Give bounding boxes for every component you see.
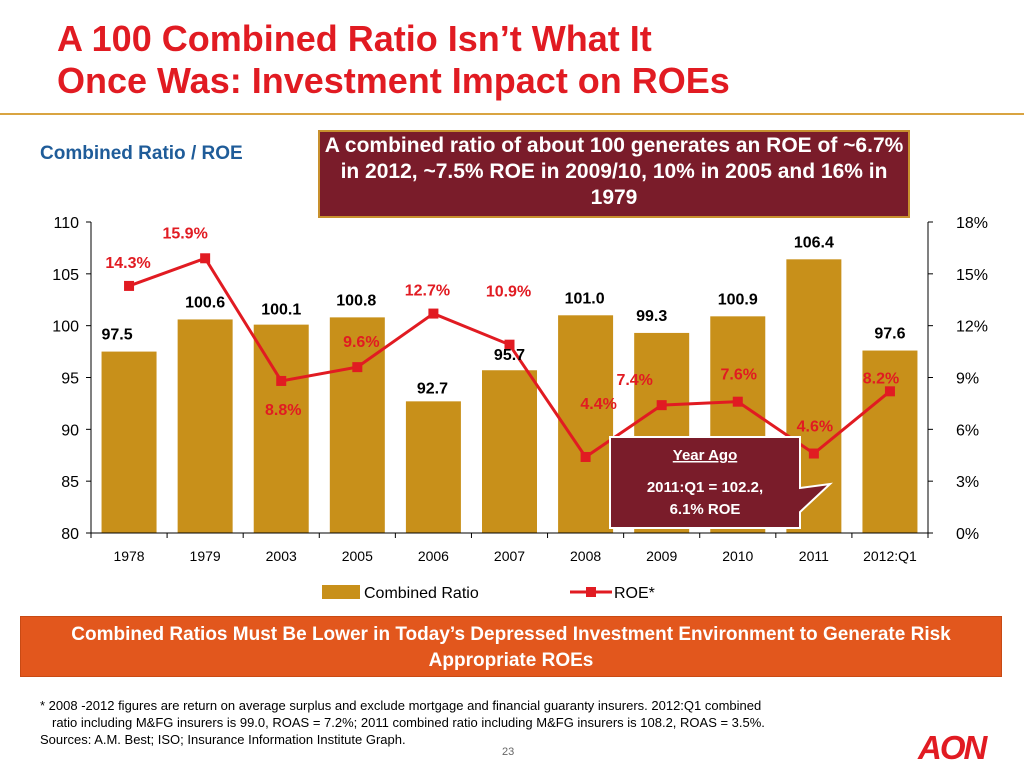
bar-label-2007: 95.7 (494, 347, 525, 364)
right-tick-label: 12% (956, 319, 988, 336)
bar-label-2009: 99.3 (636, 308, 667, 325)
roe-label-2003: 8.8% (265, 402, 301, 419)
roe-label-2010: 7.6% (721, 367, 757, 384)
bar-2010 (710, 316, 766, 533)
roe-point-2010 (732, 396, 743, 407)
legend-label-roe: ROE* (614, 585, 655, 602)
x-tick-label: 2003 (266, 548, 297, 564)
roe-label-2011: 4.6% (797, 419, 833, 436)
x-tick-label: 2012:Q1 (863, 548, 917, 564)
roe-label-2006: 12.7% (405, 283, 450, 300)
x-tick-label: 1979 (190, 548, 221, 564)
x-tick-label: 2009 (646, 548, 677, 564)
bar-2012:Q1 (862, 350, 918, 533)
roe-label-1979: 15.9% (162, 225, 207, 242)
legend-swatch-roe-marker (586, 587, 596, 597)
right-tick-label: 3% (956, 474, 979, 491)
roe-point-1979 (200, 253, 211, 264)
right-tick-label: 9% (956, 371, 979, 388)
bar-1978 (101, 351, 157, 533)
title-line-1: A 100 Combined Ratio Isn’t What It (57, 18, 652, 59)
bar-label-2012:Q1: 97.6 (874, 326, 905, 343)
roe-label-2008: 4.4% (580, 396, 616, 413)
bar-label-2005: 100.8 (336, 292, 376, 309)
right-tick-label: 15% (956, 267, 988, 284)
x-tick-label: 2006 (418, 548, 449, 564)
bar-label-2010: 100.9 (718, 291, 758, 308)
left-tick-label: 80 (61, 526, 79, 543)
legend-label-combined-ratio: Combined Ratio (364, 585, 479, 602)
left-tick-label: 85 (61, 474, 79, 491)
bar-2011 (786, 259, 842, 533)
bar-2008 (558, 315, 614, 533)
left-tick-label: 105 (52, 267, 79, 284)
roe-point-1978 (124, 280, 135, 291)
left-tick-label: 95 (61, 371, 79, 388)
roe-point-2005 (352, 362, 363, 373)
x-tick-label: 2007 (494, 548, 525, 564)
footnote-line-2: ratio including M&FG insurers is 99.0, R… (52, 715, 765, 730)
left-tick-label: 90 (61, 422, 79, 439)
sources-note: Sources: A.M. Best; ISO; Insurance Infor… (40, 732, 406, 747)
bar-label-1978: 97.5 (101, 327, 132, 344)
x-tick-label: 1978 (113, 548, 144, 564)
roe-label-1978: 14.3% (105, 255, 150, 272)
x-tick-label: 2005 (342, 548, 373, 564)
roe-point-2009 (656, 400, 667, 411)
roe-point-2011 (808, 448, 819, 459)
chart-subtitle: Combined Ratio / ROE (40, 143, 243, 164)
roe-label-2009: 7.4% (616, 372, 652, 389)
bar-label-2008: 101.0 (565, 290, 605, 307)
bar-label-2006: 92.7 (417, 380, 448, 397)
roe-point-2006 (428, 308, 439, 319)
right-tick-label: 18% (956, 215, 988, 232)
left-tick-label: 110 (53, 215, 79, 232)
bar-label-2011: 106.4 (794, 234, 834, 251)
roe-point-2003 (276, 375, 287, 386)
bar-2003 (253, 324, 309, 533)
slide-title: A 100 Combined Ratio Isn’t What It Once … (57, 18, 957, 102)
x-tick-label: 2010 (722, 548, 753, 564)
right-tick-label: 0% (956, 526, 979, 543)
footnote: * 2008 -2012 figures are return on avera… (40, 697, 940, 748)
x-tick-label: 2008 (570, 548, 601, 564)
bar-2009 (634, 332, 690, 533)
bar-1979 (177, 319, 233, 533)
bar-label-2003: 100.1 (261, 302, 301, 319)
roe-point-2008 (580, 451, 591, 462)
aon-logo: AON (918, 729, 987, 766)
x-tick-label: 2011 (799, 548, 829, 564)
left-tick-label: 100 (52, 319, 79, 336)
roe-label-2007: 10.9% (486, 284, 531, 301)
title-line-2: Once Was: Investment Impact on ROEs (57, 60, 730, 101)
bar-2006 (405, 401, 461, 533)
bar-2007 (482, 370, 537, 533)
roe-label-2012:Q1: 8.2% (863, 370, 899, 387)
roe-point-2007 (504, 339, 515, 350)
bar-label-1979: 100.6 (185, 294, 225, 311)
roe-label-2005: 9.6% (343, 334, 379, 351)
legend-swatch-combined-ratio (322, 585, 360, 599)
roe-point-2012:Q1 (884, 386, 895, 397)
page-number: 23 (502, 746, 515, 758)
right-tick-label: 6% (956, 422, 979, 439)
title-divider (0, 113, 1024, 115)
conclusion-banner: Combined Ratios Must Be Lower in Today’s… (20, 616, 1002, 677)
callout-box: A combined ratio of about 100 generates … (318, 130, 910, 218)
footnote-line-1: * 2008 -2012 figures are return on avera… (40, 698, 762, 713)
